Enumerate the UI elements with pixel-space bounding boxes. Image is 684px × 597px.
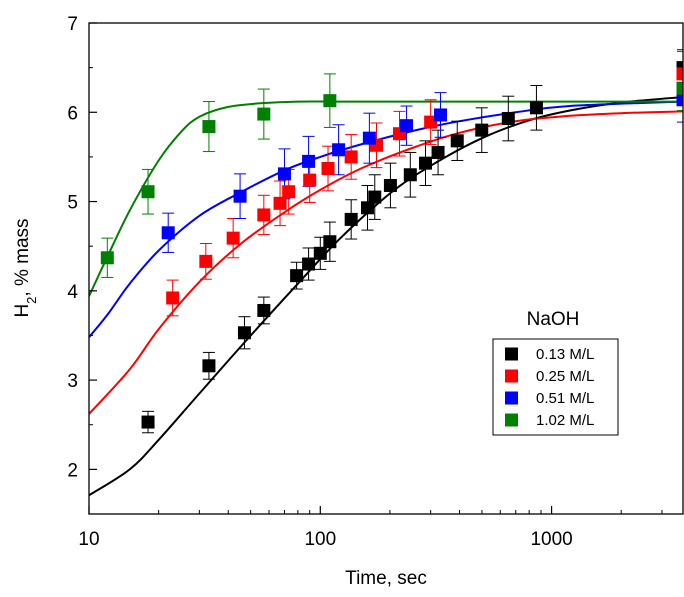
y-axis-ticks: 2 3 4 5 6 7 — [67, 14, 97, 515]
data-point — [161, 226, 175, 240]
y-tick-label: 3 — [67, 371, 78, 392]
data-point — [361, 201, 375, 215]
data-point — [141, 415, 155, 429]
data-point — [226, 231, 240, 245]
data-point — [302, 257, 316, 271]
data-point — [362, 131, 376, 145]
fit-curve — [89, 110, 683, 415]
data-point — [321, 162, 335, 176]
legend: NaOH 0.13 M/L 0.25 M/L 0.51 M/L 1.02 M/L — [492, 309, 619, 436]
data-point — [100, 251, 114, 265]
data-point — [313, 246, 327, 260]
data-point — [257, 303, 271, 317]
legend-label: 0.51 M/L — [536, 390, 594, 407]
data-point — [424, 115, 438, 129]
data-point — [282, 185, 296, 199]
data-point — [233, 189, 247, 203]
data-point — [257, 208, 271, 222]
data-point — [273, 196, 287, 210]
data-point — [431, 145, 445, 159]
legend-title: NaOH — [527, 309, 580, 330]
y-axis-title: H2, % mass — [12, 218, 39, 317]
x-axis-title: Time, sec — [345, 568, 427, 589]
legend-label: 0.13 M/L — [536, 346, 594, 363]
data-point — [202, 359, 216, 373]
data-point — [368, 190, 382, 204]
data-point — [676, 67, 683, 81]
data-point — [202, 120, 216, 134]
data-point — [199, 254, 213, 268]
legend-marker — [505, 413, 518, 427]
fit-curve — [89, 100, 683, 297]
data-point — [501, 112, 515, 126]
data-point — [529, 101, 543, 115]
plot-frame — [88, 22, 684, 515]
data-point — [277, 167, 291, 181]
legend-label: 0.25 M/L — [536, 368, 594, 385]
error-bars — [101, 49, 683, 434]
x-tick-label: 10 — [78, 529, 99, 550]
data-point — [676, 93, 683, 107]
data-point — [302, 154, 316, 168]
y-tick-label: 2 — [67, 460, 78, 481]
data-point — [141, 185, 155, 199]
data-point — [332, 143, 346, 157]
data-point — [344, 150, 358, 164]
x-axis-ticks: 10 100 1000 — [78, 506, 663, 550]
data-point — [403, 168, 417, 182]
data-point — [383, 178, 397, 192]
y-tick-label: 5 — [67, 193, 78, 214]
data-point — [434, 108, 448, 122]
data-point — [400, 119, 414, 133]
data-point — [237, 326, 251, 340]
legend-marker — [505, 391, 518, 405]
legend-marker — [505, 369, 518, 383]
legend-items: 0.13 M/L 0.25 M/L 0.51 M/L 1.02 M/L — [505, 346, 594, 429]
y-tick-label: 4 — [67, 282, 78, 303]
data-point — [257, 107, 271, 121]
data-point — [676, 81, 683, 95]
data-point — [303, 173, 317, 187]
data-point — [475, 123, 489, 137]
data-point — [418, 156, 432, 170]
legend-label: 1.02 M/L — [536, 412, 594, 429]
y-tick-label: 7 — [67, 14, 78, 35]
data-point — [166, 291, 180, 305]
fit-curve — [89, 96, 683, 497]
data-point — [344, 212, 358, 226]
data-point — [290, 269, 304, 283]
data-point — [323, 94, 337, 108]
data-point — [450, 134, 464, 148]
y-tick-label: 6 — [67, 103, 78, 124]
x-tick-label: 100 — [304, 529, 336, 550]
x-tick-label: 1000 — [530, 529, 572, 550]
legend-marker — [505, 347, 518, 361]
data-points — [100, 61, 683, 429]
data-point — [323, 235, 337, 249]
